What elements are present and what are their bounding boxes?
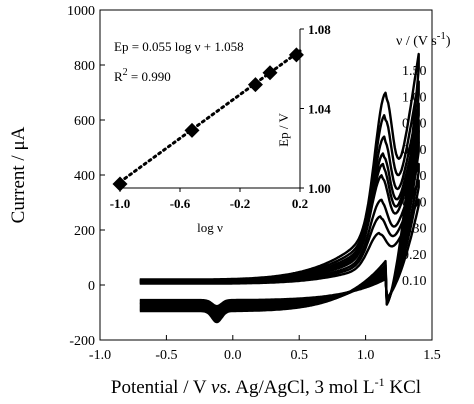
inset-x-tick-label: -1.0 bbox=[110, 196, 131, 211]
scan-rate-label: 0.60 bbox=[402, 169, 427, 184]
x-axis-title-part-3: KCl bbox=[385, 377, 421, 398]
x-axis-title-part-2: Ag/AgCl, 3 mol L bbox=[232, 377, 375, 398]
scan-rate-labels: 1.50 1.00 0.80 0.70 0.60 0.50 0.30 0.20 0.10 bbox=[402, 64, 427, 289]
main-x-tick-label: 0.5 bbox=[290, 348, 308, 363]
main-x-tick-label: 1.0 bbox=[357, 348, 375, 363]
scan-rate-label: 0.20 bbox=[402, 248, 427, 263]
inset-plot: -1.0 -0.6 -0.2 0.2 1.00 1.04 1.08 log ν Ep / … bbox=[110, 22, 332, 235]
main-x-tick-label: -0.5 bbox=[155, 348, 177, 363]
main-y-tick-label: 400 bbox=[74, 169, 95, 184]
legend-title-exponent: -1 bbox=[437, 30, 446, 42]
inset-y-tick-label: 1.04 bbox=[308, 102, 331, 117]
cv-curve bbox=[139, 198, 420, 308]
main-axis-ticks bbox=[99, 9, 433, 341]
inset-data-point bbox=[262, 65, 278, 81]
main-y-tick-label: 200 bbox=[74, 224, 95, 239]
x-axis-title-vs: vs. bbox=[211, 377, 232, 398]
y-axis-title: Current / μA bbox=[8, 126, 29, 223]
inset-x-tick-label: -0.2 bbox=[230, 196, 251, 211]
inset-data-points bbox=[112, 47, 304, 192]
x-axis-title: Potential / V vs. Ag/AgCl, 3 mol L-1 KCl bbox=[111, 375, 421, 398]
main-y-tick-label: 1000 bbox=[67, 4, 95, 19]
inset-r-squared: R2 = 0.990 bbox=[114, 67, 171, 84]
scan-rate-label: 0.50 bbox=[402, 195, 427, 210]
inset-data-point bbox=[112, 176, 128, 192]
main-x-tick-labels: -1.0 -0.5 0.0 0.5 1.0 1.5 bbox=[89, 348, 441, 363]
inset-r-value: = 0.990 bbox=[128, 69, 171, 84]
cv-curves bbox=[139, 52, 420, 324]
inset-data-point bbox=[184, 122, 200, 138]
legend-title-part-2: ) bbox=[446, 34, 451, 49]
scan-rate-label: 0.30 bbox=[402, 222, 427, 237]
main-y-tick-label: 0 bbox=[88, 279, 95, 294]
main-x-tick-label: -1.0 bbox=[89, 348, 111, 363]
inset-y-tick-label: 1.08 bbox=[308, 22, 331, 37]
x-axis-title-part-1: Potential / V bbox=[111, 377, 211, 398]
scan-rate-label: 0.70 bbox=[402, 143, 427, 158]
scan-rate-label: 1.00 bbox=[402, 90, 427, 105]
main-y-tick-label: -200 bbox=[69, 334, 95, 349]
inset-y-tick-label: 1.00 bbox=[308, 181, 331, 196]
legend-title-part-1: ν / (V s bbox=[396, 34, 437, 49]
inset-r-exponent: 2 bbox=[123, 67, 128, 78]
inset-equation: Ep = 0.055 log ν + 1.058 bbox=[114, 39, 244, 54]
inset-x-tick-label: 0.2 bbox=[292, 196, 308, 211]
main-y-tick-label: 800 bbox=[74, 59, 95, 74]
cv-curve bbox=[139, 52, 420, 324]
x-axis-title-exponent: -1 bbox=[375, 375, 385, 389]
main-y-tick-labels: -200 0 200 400 600 800 1000 bbox=[67, 4, 95, 349]
scan-rate-label: 0.80 bbox=[402, 117, 427, 132]
scan-rate-label: 0.10 bbox=[402, 274, 427, 289]
main-y-tick-label: 600 bbox=[74, 114, 95, 129]
inset-x-tick-labels: -1.0 -0.6 -0.2 0.2 bbox=[110, 196, 308, 211]
inset-x-tick-label: -0.6 bbox=[170, 196, 191, 211]
inset-y-tick-labels: 1.00 1.04 1.08 bbox=[308, 22, 331, 196]
scan-rate-label: 1.50 bbox=[402, 64, 427, 79]
inset-data-point bbox=[288, 47, 304, 63]
main-x-tick-label: 1.5 bbox=[423, 348, 441, 363]
inset-data-point bbox=[247, 77, 263, 93]
inset-y-axis-title: Ep / V bbox=[276, 113, 291, 147]
main-x-tick-label: 0.0 bbox=[224, 348, 242, 363]
inset-x-axis-title: log ν bbox=[197, 220, 223, 235]
inset-r-label: R bbox=[114, 69, 123, 84]
legend-title: ν / (V s-1) bbox=[396, 30, 451, 49]
